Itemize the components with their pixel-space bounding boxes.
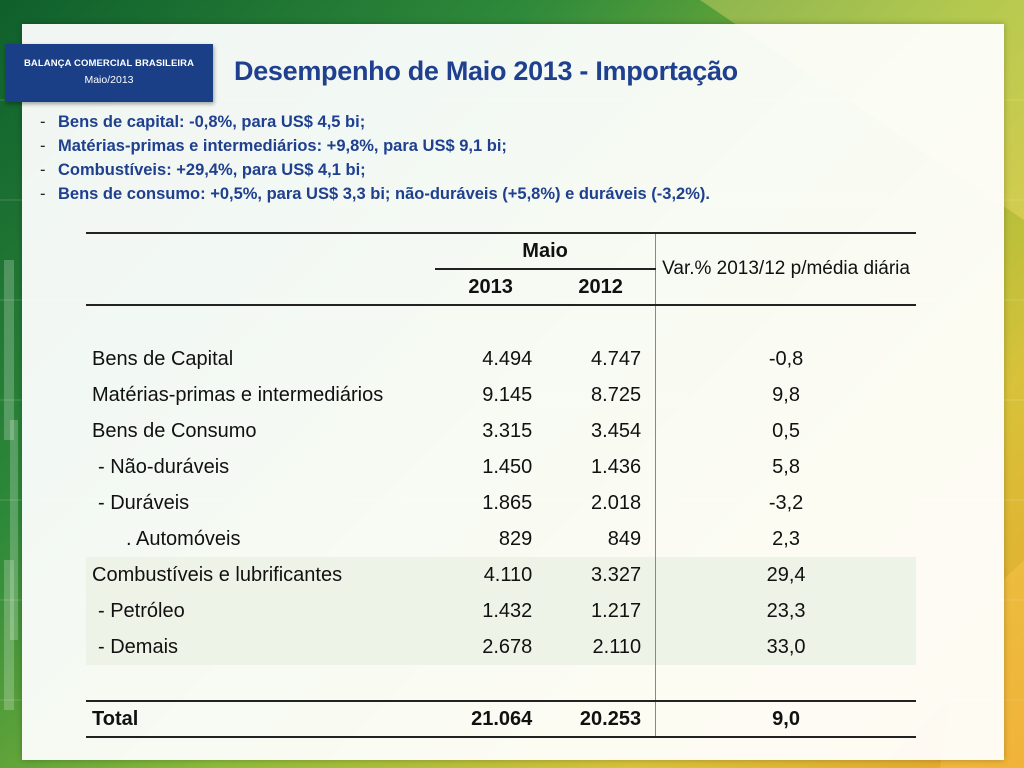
header-2012: 2012: [578, 275, 623, 298]
table-row: Bens de Capital 4.494 4.747 -0,8: [86, 341, 916, 377]
row-label: - Petróleo: [86, 593, 436, 629]
row-value-2013: 9.145: [482, 383, 533, 406]
row-var: 0,5: [655, 413, 916, 449]
row-var: -0,8: [655, 341, 916, 377]
row-value-2013: 4.110: [435, 557, 547, 593]
row-var: 2,3: [655, 521, 916, 557]
bullet-text: Bens de consumo: +0,5%, para US$ 3,3 bi;…: [58, 185, 710, 203]
row-value-2013: 1.432: [435, 593, 547, 629]
header-maio: Maio: [435, 233, 656, 270]
row-value-2012: 1.217: [546, 593, 656, 629]
summary-bullets: - Bens de capital: -0,8%, para US$ 4,5 bi…: [40, 110, 710, 206]
row-value-2012: 3.327: [546, 557, 656, 593]
bullet-item: - Bens de consumo: +0,5%, para US$ 3,3 bi…: [40, 182, 710, 206]
row-value-2013: 4.494: [482, 347, 533, 370]
header-2013: 2013: [468, 275, 513, 298]
bullet-text: Matérias-primas e intermediários: +9,8%,…: [58, 137, 507, 155]
header-blank: [86, 269, 435, 305]
row-value-2013: 1.450: [482, 455, 533, 478]
header-var: Var.% 2013/12 p/média diária: [655, 233, 916, 305]
bullet-item: - Bens de capital: -0,8%, para US$ 4,5 bi…: [40, 110, 710, 134]
row-label: - Duráveis: [98, 491, 190, 514]
table-year-row: 2013 2012: [86, 269, 916, 305]
badge-period: Maio/2013: [84, 74, 134, 86]
row-value-2012: 8.725: [591, 383, 642, 406]
row-var: -3,2: [655, 485, 916, 521]
table-row: - Demais 2.678 2.110 33,0: [86, 629, 916, 665]
row-label: - Não-duráveis: [98, 455, 230, 478]
report-badge: BALANÇA COMERCIAL BRASILEIRA Maio/2013: [5, 44, 213, 102]
row-value-2013: 3.315: [482, 419, 533, 442]
row-label: - Demais: [86, 629, 436, 665]
row-var: 9,8: [655, 377, 916, 413]
total-label: Total: [92, 707, 139, 730]
row-value-2013: 829: [498, 527, 533, 550]
table-row: Bens de Consumo 3.315 3.454 0,5: [86, 413, 916, 449]
row-label: Combustíveis e lubrificantes: [86, 557, 436, 593]
table-row: Matérias-primas e intermediários 9.145 8…: [86, 377, 916, 413]
header-blank: [86, 233, 435, 269]
row-value-2012: 1.436: [591, 455, 642, 478]
row-value-2012: 2.018: [591, 491, 642, 514]
page-title: Desempenho de Maio 2013 - Importação: [234, 56, 738, 86]
table-row: . Automóveis 829 849 2,3: [86, 521, 916, 557]
row-value-2013: 2.678: [435, 629, 547, 665]
row-value-2013: 1.865: [482, 491, 533, 514]
row-label: . Automóveis: [126, 527, 241, 550]
row-label: Matérias-primas e intermediários: [92, 383, 384, 406]
row-value-2012: 849: [607, 527, 642, 550]
imports-table: Maio Var.% 2013/12 p/média diária 2013 2…: [86, 232, 916, 738]
spacer-row: [86, 665, 916, 701]
bullet-dash: -: [40, 185, 46, 203]
bullet-dash: -: [40, 113, 46, 131]
table-row: - Petróleo 1.432 1.217 23,3: [86, 593, 916, 629]
table-header-row: Maio Var.% 2013/12 p/média diária: [86, 233, 916, 305]
bullet-item: - Matérias-primas e intermediários: +9,8%…: [40, 134, 710, 158]
bullet-text: Combustíveis: +29,4%, para US$ 4,1 bi;: [58, 161, 366, 179]
row-value-2012: 2.110: [546, 629, 656, 665]
bullet-text: Bens de capital: -0,8%, para US$ 4,5 bi;: [58, 113, 366, 131]
total-var: 9,0: [655, 701, 916, 737]
row-label: Bens de Capital: [92, 347, 234, 370]
row-var: 29,4: [655, 557, 916, 593]
table-row: Combustíveis e lubrificantes 4.110 3.327…: [86, 557, 916, 593]
total-value-2012: 20.253: [579, 707, 642, 730]
total-value-2013: 21.064: [471, 707, 533, 730]
bullet-dash: -: [40, 161, 46, 179]
row-var: 5,8: [655, 449, 916, 485]
table-row: - Não-duráveis 1.450 1.436 5,8: [86, 449, 916, 485]
bullet-dash: -: [40, 137, 46, 155]
bullet-item: - Combustíveis: +29,4%, para US$ 4,1 bi;: [40, 158, 710, 182]
row-value-2012: 4.747: [591, 347, 642, 370]
row-label: Bens de Consumo: [92, 419, 257, 442]
row-var: 33,0: [655, 629, 916, 665]
spacer-row: [86, 305, 916, 341]
badge-title: BALANÇA COMERCIAL BRASILEIRA: [23, 58, 195, 69]
table-total-row: Total 21.064 20.253 9,0: [86, 701, 916, 737]
row-var: 23,3: [655, 593, 916, 629]
table-row: - Duráveis 1.865 2.018 -3,2: [86, 485, 916, 521]
row-value-2012: 3.454: [591, 419, 642, 442]
